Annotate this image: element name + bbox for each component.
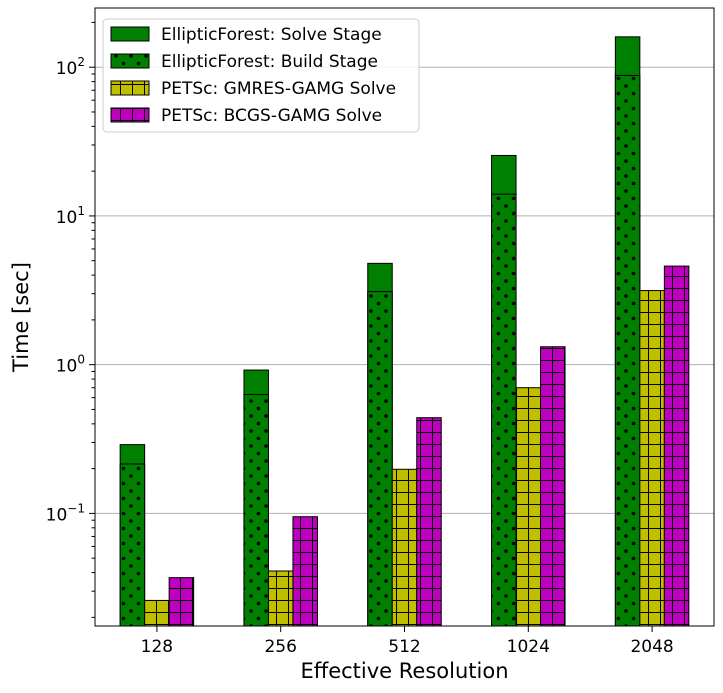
bar-grid-512 [416,417,442,627]
legend-label: EllipticForest: Solve Stage [161,25,382,45]
y-tick-mantissa: 10 [46,505,68,525]
bar-dots-128 [119,463,146,627]
legend-frame [102,18,420,133]
x-axis-label: Effective Resolution [300,659,508,683]
bar-grid-1024 [515,387,542,627]
legend-swatch [110,53,150,69]
y-tick-label: 102 [56,55,85,79]
bar-dots-1024 [491,193,517,627]
bar-grid-256 [267,570,294,627]
bars [119,36,690,627]
y-tick-exponent: −1 [67,501,85,515]
y-tick-label: 10−1 [46,501,85,525]
y-tick-mantissa: 10 [56,208,78,228]
x-tick-label: 512 [388,637,420,657]
bar-grid-256 [292,516,318,627]
legend-swatch [110,80,150,96]
bar-grid-2048 [663,265,690,627]
legend: EllipticForest: Solve Stage EllipticFores… [102,18,420,133]
legend-swatch [110,107,150,123]
bar-dots-2048 [614,74,641,627]
y-axis-label: Time [sec] [9,262,33,373]
x-tick-label: 1024 [507,637,550,657]
legend-label: EllipticForest: Build Stage [161,52,378,72]
bar-dots-256 [243,394,269,627]
bar-grid-2048 [639,290,665,627]
x-tick-label: 128 [141,637,173,657]
y-tick-label: 101 [56,204,85,228]
y-tick-mantissa: 10 [56,357,78,377]
bar-grid-1024 [540,346,566,627]
y-tick-mantissa: 10 [56,59,78,79]
x-tick-label: 256 [264,637,296,657]
y-tick-exponent: 2 [77,55,85,69]
bar-dots-512 [367,291,393,627]
bar-grid-128 [144,599,170,627]
y-tick-exponent: 1 [77,204,85,218]
bar-grid-512 [391,468,418,627]
legend-swatch [110,26,150,42]
bar-grid-128 [168,577,195,627]
x-tick-label: 2048 [630,637,673,657]
y-tick-label: 100 [56,353,85,377]
legend-label: PETSc: BCGS-GAMG Solve [161,106,382,126]
y-tick-exponent: 0 [77,353,85,367]
legend-label: PETSc: GMRES-GAMG Solve [161,79,396,99]
